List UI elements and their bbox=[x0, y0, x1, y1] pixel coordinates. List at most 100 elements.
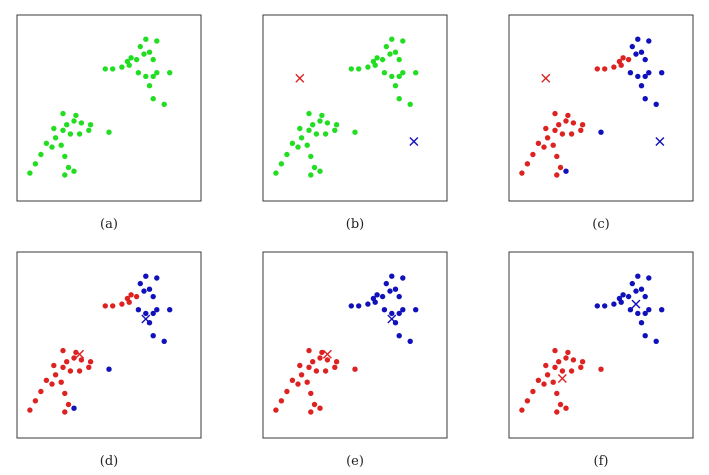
panel-a-point-36 bbox=[32, 161, 39, 167]
panel-c-point-41 bbox=[563, 168, 569, 174]
panel-b-point-37 bbox=[273, 170, 279, 176]
panel-b-point-43 bbox=[352, 129, 358, 135]
panel-e-point-16 bbox=[356, 303, 362, 309]
panel-b-point-41 bbox=[317, 168, 323, 174]
panel-c-point-5 bbox=[633, 51, 639, 57]
panel-d-point-11 bbox=[143, 310, 149, 317]
panel-d-point-17 bbox=[150, 333, 156, 339]
panel-a-caption: (a) bbox=[100, 217, 118, 232]
panel-e-point-40 bbox=[311, 401, 318, 408]
panel-e-frame bbox=[262, 251, 448, 439]
panel-a-point-27 bbox=[78, 120, 85, 126]
panel-b-centroid-red bbox=[295, 73, 305, 83]
panel-e-point-13 bbox=[400, 307, 406, 313]
panel-c-point-31 bbox=[552, 110, 558, 117]
panel-a-point-17 bbox=[150, 96, 156, 102]
panel-a-point-42 bbox=[62, 172, 68, 178]
panel-b-point-14 bbox=[413, 70, 419, 76]
panel-b-point-3 bbox=[372, 62, 378, 68]
panel-c-point-38 bbox=[550, 142, 556, 148]
panel-a-point-33 bbox=[49, 144, 55, 150]
panel-e-point-24 bbox=[322, 368, 329, 374]
panel-d-point-41 bbox=[71, 405, 77, 411]
panel-d-point-34 bbox=[43, 377, 50, 383]
panel-b-point-38 bbox=[304, 142, 310, 148]
panel-d-point-35 bbox=[38, 388, 44, 395]
panel-f-point-13 bbox=[646, 307, 652, 313]
panel-f-point-2 bbox=[620, 292, 626, 298]
panel-c-point-30 bbox=[565, 112, 571, 119]
panel-d: (d) bbox=[16, 251, 202, 469]
panel-a-point-26 bbox=[87, 122, 94, 128]
panel-d-point-0 bbox=[119, 301, 125, 307]
panel-c-point-22 bbox=[552, 127, 558, 133]
panel-f-point-6 bbox=[629, 280, 635, 287]
panel-f-point-31 bbox=[552, 347, 558, 354]
panel-a-point-38 bbox=[58, 142, 64, 148]
panel-e-point-27 bbox=[324, 357, 331, 363]
panel-d-point-10 bbox=[135, 307, 142, 313]
panel-a-point-8 bbox=[143, 36, 149, 42]
panel-d-point-43 bbox=[106, 366, 112, 372]
panel-d-point-12 bbox=[150, 310, 156, 317]
panel-c-point-15 bbox=[594, 66, 600, 72]
panel-c-point-21 bbox=[543, 125, 549, 132]
panel-c-point-19 bbox=[638, 83, 645, 89]
panel-d-point-16 bbox=[110, 303, 116, 309]
panel-f-point-35 bbox=[530, 388, 536, 395]
panel-c-point-39 bbox=[554, 153, 560, 160]
panel-a-point-41 bbox=[71, 168, 77, 174]
panel-e-point-18 bbox=[407, 338, 413, 344]
panel-a-point-2 bbox=[128, 55, 134, 61]
panel-f-centroid-blue bbox=[631, 299, 641, 309]
panel-d-point-6 bbox=[137, 280, 143, 287]
panel-a-point-3 bbox=[126, 62, 132, 68]
panel-c-point-43 bbox=[598, 129, 604, 135]
panel-e-point-17 bbox=[396, 333, 402, 339]
panel-b-point-35 bbox=[284, 151, 290, 158]
panel-a-point-16 bbox=[110, 66, 116, 72]
panel-d-point-5 bbox=[141, 288, 147, 294]
panel-c-point-3 bbox=[618, 62, 624, 68]
panel-d-point-25 bbox=[86, 364, 92, 370]
panel-a-point-25 bbox=[86, 127, 92, 133]
panel-f-point-16 bbox=[602, 303, 608, 309]
panel-f-point-9 bbox=[642, 293, 648, 300]
panel-e-point-6 bbox=[383, 280, 389, 287]
panel-b-point-15 bbox=[348, 66, 354, 72]
panel-c-point-14 bbox=[659, 70, 665, 76]
panel-e-point-33 bbox=[295, 381, 301, 387]
panel-d-frame bbox=[16, 251, 202, 439]
panel-b-point-20 bbox=[400, 38, 406, 44]
panel-f-point-41 bbox=[563, 405, 569, 411]
panel-f-point-26 bbox=[579, 359, 586, 365]
panel-a-point-28 bbox=[71, 118, 77, 124]
panel-c-point-10 bbox=[627, 70, 634, 76]
panel-c-point-18 bbox=[653, 101, 659, 108]
panel-d-point-33 bbox=[49, 381, 55, 387]
panel-d-point-8 bbox=[143, 273, 149, 279]
panel-a-point-21 bbox=[51, 125, 57, 132]
panel-c-point-24 bbox=[568, 131, 575, 137]
panel-e-point-10 bbox=[381, 307, 388, 313]
panel-f-point-18 bbox=[653, 338, 659, 344]
panel-d-point-38 bbox=[58, 379, 64, 385]
panel-d-point-2 bbox=[128, 292, 134, 298]
panel-f-point-28 bbox=[563, 355, 569, 361]
panel-f-point-5 bbox=[633, 288, 639, 294]
panel-e-point-34 bbox=[289, 377, 296, 383]
panel-e-point-0 bbox=[365, 301, 371, 307]
panel-d-point-29 bbox=[63, 359, 70, 365]
panel-d-point-4 bbox=[133, 293, 140, 300]
panel-c-point-37 bbox=[519, 170, 525, 176]
panel-e-point-41 bbox=[317, 405, 323, 411]
panel-a-point-32 bbox=[52, 135, 59, 141]
panel-b-point-42 bbox=[308, 172, 314, 178]
panel-b-point-17 bbox=[396, 96, 402, 102]
panel-c-point-8 bbox=[635, 36, 641, 42]
panel-a-point-9 bbox=[150, 56, 156, 63]
panel-f-point-42 bbox=[554, 409, 560, 415]
panel-f-point-36 bbox=[524, 398, 531, 404]
panel-d-point-3 bbox=[126, 299, 132, 305]
panel-a-point-40 bbox=[65, 164, 72, 171]
